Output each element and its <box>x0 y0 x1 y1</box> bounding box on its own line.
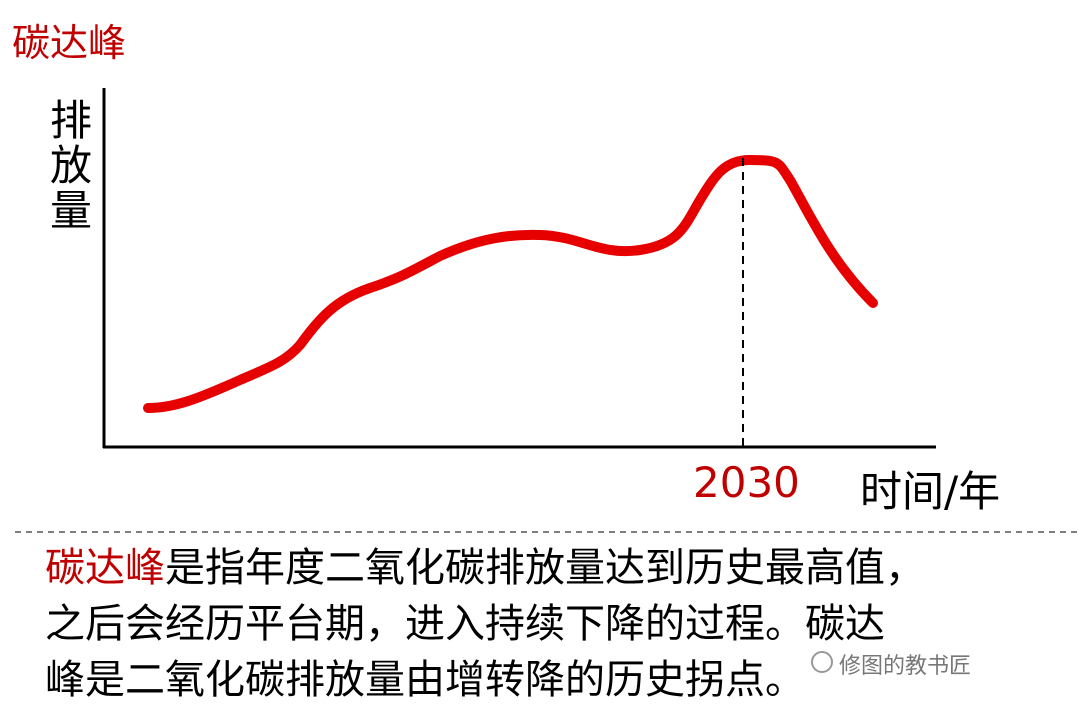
description-line: 碳达峰是指年度二氧化碳排放量达到历史最高值， <box>45 540 925 596</box>
description-segment: 是指年度二氧化碳排放量达到历史最高值， <box>165 545 925 591</box>
description: 碳达峰是指年度二氧化碳排放量达到历史最高值， 之后会经历平台期，进入持续下降的过程… <box>45 540 925 708</box>
description-segment: 之后会经历平台期，进入持续下降的过程。碳达 <box>45 601 885 647</box>
watermark-icon <box>811 651 833 673</box>
description-segment: 峰是二氧化碳排放量由增转降的历史拐点。 <box>45 657 805 703</box>
title: 碳达峰 <box>12 21 127 65</box>
description-segment: 碳达峰 <box>45 545 165 591</box>
watermark: 修图的教书匠 <box>835 648 976 680</box>
peak-label: 2030 <box>693 458 800 507</box>
y-axis-label: 排放量 <box>50 96 93 235</box>
x-axis-label: 时间/年 <box>860 467 1001 516</box>
description-line: 峰是二氧化碳排放量由增转降的历史拐点。 <box>45 652 925 708</box>
description-line: 之后会经历平台期，进入持续下降的过程。碳达 <box>45 596 925 652</box>
emission-curve <box>143 155 878 413</box>
